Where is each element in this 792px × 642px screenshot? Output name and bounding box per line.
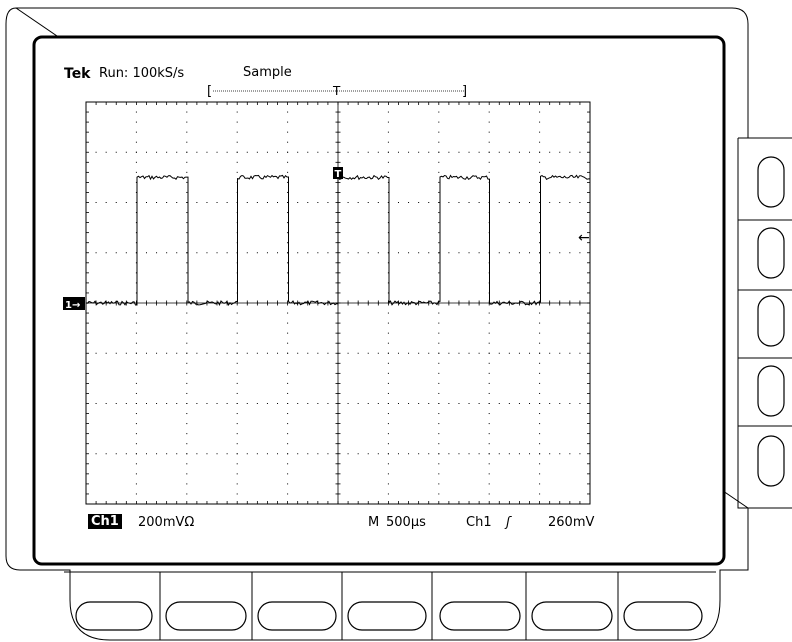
svg-text:T: T: [335, 169, 342, 180]
acquisition-mode: Sample: [243, 65, 292, 80]
side-button-5[interactable]: [757, 435, 785, 487]
trigger-level-arrow: ←: [578, 230, 590, 246]
brand-label: Tek: [64, 66, 91, 82]
svg-text:1→: 1→: [65, 300, 80, 311]
channel-1-scale: 200mVΩ: [138, 515, 195, 530]
bottom-button-7[interactable]: [623, 601, 703, 631]
bottom-button-5[interactable]: [439, 601, 521, 631]
side-button-1[interactable]: [757, 156, 785, 208]
record-left-marker: [: [207, 84, 212, 99]
bottom-button-2[interactable]: [165, 601, 247, 631]
channel-1-badge: Ch1: [88, 514, 122, 529]
acquisition-status: Run: 100kS/s: [99, 66, 185, 81]
timebase-value: 500µs: [386, 515, 426, 530]
trigger-slope-icon: ʃ: [506, 515, 511, 530]
side-button-3[interactable]: [757, 295, 785, 347]
side-button-4[interactable]: [757, 365, 785, 417]
bottom-button-4[interactable]: [347, 601, 427, 631]
bottom-button-1[interactable]: [75, 601, 153, 631]
display-screen: [32, 35, 726, 566]
timebase-label: M: [368, 515, 380, 530]
trigger-position-marker: T: [333, 167, 343, 180]
record-view-bracket: [ T ]: [207, 84, 467, 99]
trigger-source: Ch1: [466, 515, 492, 530]
side-button-2[interactable]: [757, 227, 785, 279]
ch1-ground-marker: 1→: [63, 297, 85, 311]
record-right-marker: ]: [462, 84, 467, 99]
side-button-frame: [737, 137, 792, 509]
trigger-level-readout: 260mV: [548, 515, 595, 530]
bottom-button-3[interactable]: [257, 601, 337, 631]
bottom-button-6[interactable]: [531, 601, 613, 631]
record-trigger-marker: T: [332, 84, 341, 98]
